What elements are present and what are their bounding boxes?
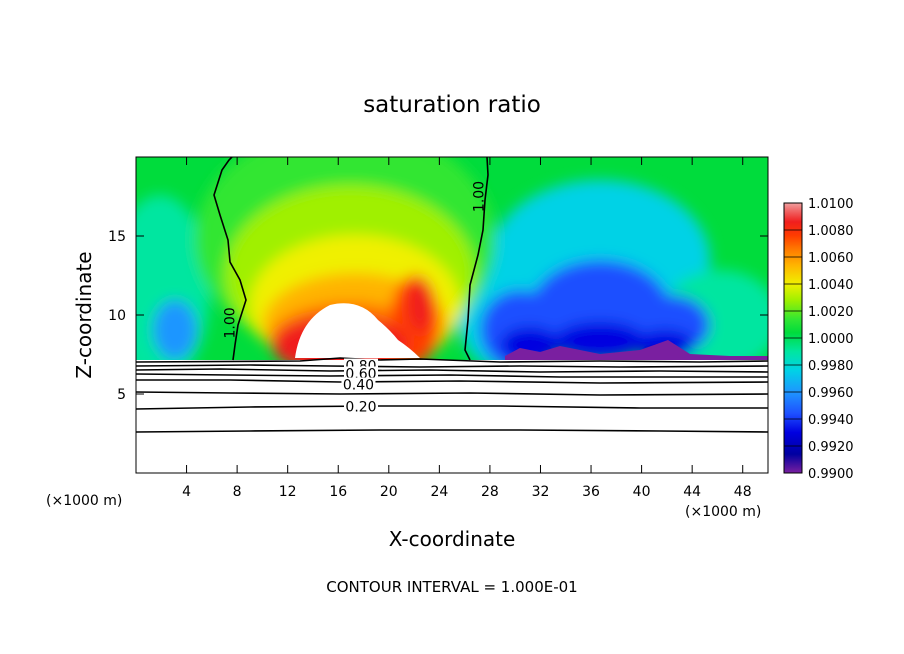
contour-label: 1.00 (223, 307, 239, 338)
colorbar-tick-label: 1.0060 (808, 251, 854, 266)
contour-line-0.30 (136, 391, 768, 396)
contour-line-0.40 (136, 379, 768, 384)
x-tick-label: 16 (329, 484, 347, 500)
colorbar-ticks: 1.0100 1.0080 1.0060 1.0040 1.0020 1.0000 0.99… (784, 197, 854, 482)
contour-label-bg (343, 399, 378, 413)
x-tick-label: 24 (430, 484, 448, 500)
y-tick-label: 10 (108, 308, 126, 324)
contour-line-0.80 (136, 357, 768, 363)
colorbar-tick-label: 1.0080 (808, 224, 854, 239)
y-axis-label: Z-coordinate (72, 251, 96, 378)
x-tick-label: 4 (182, 484, 191, 500)
x-axis-ticks: 4 8 12 16 20 24 28 32 36 40 44 48 (182, 157, 752, 500)
y-tick-label: 15 (108, 229, 126, 245)
contour-labels: 1.001.000.800.600.400.20 (223, 181, 488, 416)
x-tick-label: 36 (582, 484, 600, 500)
x-tick-label: 8 (233, 484, 242, 500)
colorbar-tick-label: 0.9940 (808, 413, 854, 428)
contour-line-0.60 (136, 368, 768, 373)
contour-label: 0.20 (345, 400, 376, 416)
colorbar: 1.0100 1.0080 1.0060 1.0040 1.0020 1.0000 0.99… (783, 197, 854, 482)
x-tick-label: 48 (734, 484, 752, 500)
x-tick-label: 28 (481, 484, 499, 500)
contour-label: 1.00 (472, 181, 488, 212)
x-tick-label: 44 (683, 484, 701, 500)
contour-line-0.70 (136, 364, 768, 368)
colorbar-tick-label: 0.9900 (808, 467, 854, 482)
x-tick-label: 32 (532, 484, 550, 500)
colorbar-tick-label: 0.9920 (808, 440, 854, 455)
x-tick-label: 20 (380, 484, 398, 500)
y-axis-ticks: 5 10 15 (108, 229, 768, 403)
colorbar-tick-label: 1.0000 (808, 332, 854, 347)
contour-line-1.00-right (464, 157, 489, 361)
contour-label-bg (341, 377, 376, 391)
contour-line-0.10 (136, 429, 768, 433)
x-tick-label: 40 (633, 484, 651, 500)
contour-label: 0.40 (343, 378, 374, 394)
chart-title: saturation ratio (363, 92, 541, 118)
saturation-field (136, 157, 768, 473)
contour-line-0.20 (136, 405, 768, 410)
contour-interval-note: CONTOUR INTERVAL = 1.000E-01 (326, 578, 577, 596)
colorbar-tick-label: 0.9980 (808, 359, 854, 374)
x-tick-label: 12 (279, 484, 297, 500)
colorbar-tick-label: 1.0100 (808, 197, 854, 212)
x-axis-label: X-coordinate (389, 527, 516, 551)
contour-line-0.50 (136, 373, 768, 378)
x-unit-right: (×1000 m) (685, 504, 761, 520)
colorbar-tick-label: 1.0040 (808, 278, 854, 293)
contour-lines (136, 157, 768, 433)
y-tick-label: 5 (117, 387, 126, 403)
x-unit-left: (×1000 m) (46, 493, 122, 509)
contour-line-1.00-left (213, 157, 247, 361)
contour-label-bg (343, 366, 378, 380)
colorbar-tick-label: 0.9960 (808, 386, 854, 401)
colorbar-tick-label: 1.0020 (808, 305, 854, 320)
